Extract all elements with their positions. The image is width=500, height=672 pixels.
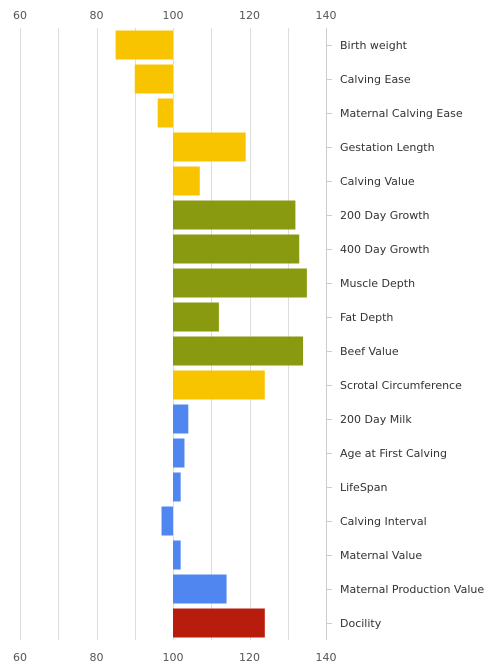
category-label: Fat Depth: [340, 311, 393, 324]
bars: [115, 30, 307, 638]
category-label: Scrotal Circumference: [340, 379, 462, 392]
category-label: Birth weight: [340, 39, 408, 52]
category-label: Gestation Length: [340, 141, 435, 154]
x-tick-label: 120: [239, 9, 260, 22]
bar: [134, 64, 173, 94]
bar: [173, 438, 185, 468]
bar: [173, 234, 300, 264]
category-labels: Birth weight Calving Ease Maternal Calving…: [340, 39, 484, 630]
category-tick-marks: [326, 45, 332, 624]
bar: [173, 268, 307, 298]
bar: [173, 132, 246, 162]
x-tick-label: 80: [90, 9, 104, 22]
category-label: Muscle Depth: [340, 277, 415, 290]
bar: [173, 370, 265, 400]
bar: [115, 30, 173, 60]
x-tick-label: 100: [163, 9, 184, 22]
bar: [173, 336, 304, 366]
x-tick-label: 60: [13, 9, 27, 22]
category-label: 200 Day Milk: [340, 413, 412, 426]
category-label: Maternal Calving Ease: [340, 107, 463, 120]
category-label: LifeSpan: [340, 481, 388, 494]
x-axis-bottom-tick-labels: 60 80 100 120 140: [13, 651, 337, 664]
category-label: 400 Day Growth: [340, 243, 430, 256]
category-label: Calving Value: [340, 175, 415, 188]
bar: [161, 506, 173, 536]
bar: [173, 200, 296, 230]
category-label: 200 Day Growth: [340, 209, 430, 222]
x-axis-top-tick-labels: 60 80 100 120 140: [13, 9, 337, 22]
bar: [157, 98, 173, 128]
category-label: Maternal Production Value: [340, 583, 484, 596]
bar: [173, 540, 181, 570]
x-tick-label: 60: [13, 651, 27, 664]
category-label: Age at First Calving: [340, 447, 447, 460]
bar: [173, 574, 227, 604]
category-label: Docility: [340, 617, 382, 630]
bar: [173, 472, 181, 502]
x-tick-label: 100: [163, 651, 184, 664]
bar: [173, 166, 200, 196]
category-label: Calving Ease: [340, 73, 411, 86]
bar: [173, 404, 189, 434]
x-tick-label: 140: [316, 651, 337, 664]
x-tick-label: 120: [239, 651, 260, 664]
category-label: Calving Interval: [340, 515, 427, 528]
category-label: Maternal Value: [340, 549, 422, 562]
bar: [173, 302, 219, 332]
x-tick-label: 140: [316, 9, 337, 22]
bar: [173, 608, 265, 638]
category-label: Beef Value: [340, 345, 399, 358]
x-tick-label: 80: [90, 651, 104, 664]
